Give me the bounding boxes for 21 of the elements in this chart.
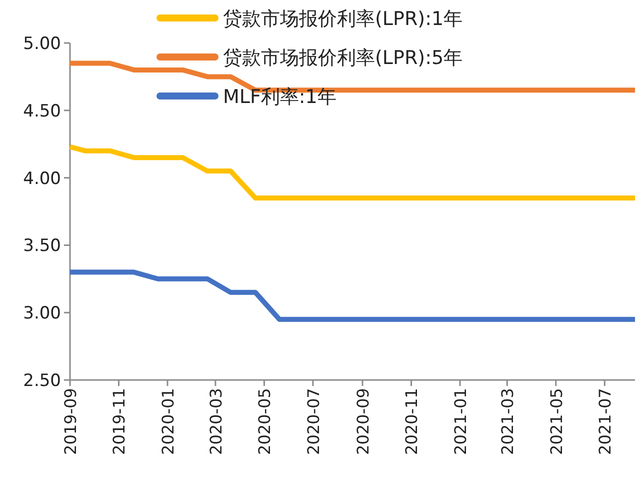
- x-tick-label: 2021-03: [498, 388, 518, 455]
- y-tick-label: 5.00: [23, 34, 61, 54]
- y-tick-label: 3.50: [23, 236, 61, 256]
- y-tick-label: 4.00: [23, 168, 61, 189]
- x-tick-label: 2021-01: [450, 388, 470, 455]
- legend-label: 贷款市场报价利率(LPR):1年: [223, 8, 463, 30]
- x-tick-label: 2020-03: [206, 388, 226, 455]
- x-tick-label: 2021-07: [596, 388, 615, 455]
- y-tick-label: 4.50: [23, 101, 61, 122]
- x-tick-label: 2020-09: [353, 388, 372, 455]
- y-tick-label: 2.50: [23, 371, 61, 391]
- legend-label: MLF利率:1年: [223, 86, 336, 108]
- x-tick-label: 2020-01: [158, 388, 178, 455]
- x-tick-label: 2020-07: [304, 388, 323, 455]
- x-tick-label: 2020-05: [255, 388, 274, 455]
- x-tick-label: 2020-11: [402, 388, 422, 455]
- x-tick-label: 2019-11: [110, 388, 129, 455]
- legend-label: 贷款市场报价利率(LPR):5年: [223, 47, 463, 69]
- y-tick-label: 3.00: [23, 304, 61, 324]
- x-tick-label: 2019-09: [61, 388, 80, 455]
- x-tick-label: 2021-05: [546, 388, 566, 455]
